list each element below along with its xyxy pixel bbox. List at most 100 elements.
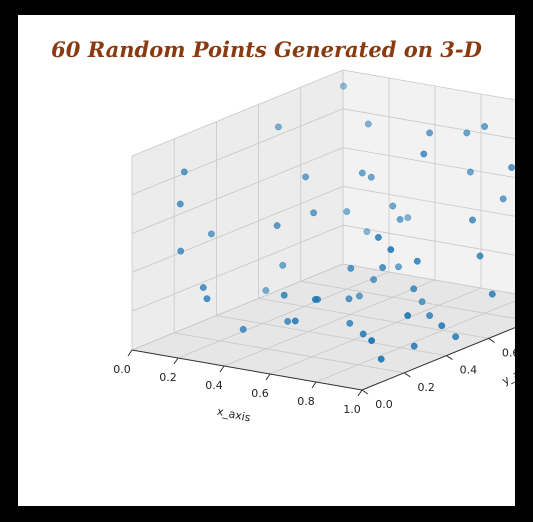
grid-line <box>174 332 405 374</box>
y-tick-label: 0.4 <box>460 364 478 377</box>
data-point <box>420 150 428 158</box>
data-point <box>262 287 270 294</box>
data-point <box>207 230 215 238</box>
data-point <box>199 284 207 291</box>
y-tick-mark <box>403 372 411 378</box>
data-point <box>379 264 387 271</box>
data-point <box>488 290 496 298</box>
data-point <box>469 216 476 224</box>
data-point <box>452 333 460 341</box>
x-tick-label: 1.0 <box>343 403 361 416</box>
y-tick-mark <box>446 355 453 361</box>
data-point <box>463 129 471 137</box>
grid-line <box>131 69 344 157</box>
data-point <box>358 169 366 177</box>
data-point <box>203 295 211 303</box>
grid-line <box>258 298 489 339</box>
grid-line <box>131 224 344 312</box>
data-point <box>404 312 412 320</box>
grid-line <box>216 315 447 356</box>
grid-line <box>342 186 515 217</box>
data-point <box>364 120 372 128</box>
data-point <box>177 247 185 255</box>
data-point <box>418 298 426 306</box>
data-points <box>176 82 515 363</box>
data-point <box>481 123 489 130</box>
y-axis-line <box>361 327 515 391</box>
x-tick-label: 0.8 <box>297 395 315 408</box>
data-point <box>311 296 319 303</box>
grid-line <box>131 147 344 234</box>
x-axis-label: x_axis <box>216 405 252 425</box>
data-point <box>291 317 299 325</box>
x-axis-line <box>131 349 363 391</box>
x-tick-mark <box>357 389 363 397</box>
data-point <box>363 228 371 236</box>
data-point <box>343 208 351 216</box>
y-axis-label: y_axis <box>500 360 515 388</box>
grid-line <box>131 263 344 351</box>
data-point <box>279 261 287 269</box>
data-point <box>310 209 318 217</box>
data-point <box>359 330 367 338</box>
data-point <box>438 322 446 330</box>
x-tick-label: 0.6 <box>251 387 269 400</box>
chart-title: 60 Random Points Generated on 3-D <box>51 37 482 62</box>
data-point <box>410 285 418 293</box>
data-point <box>355 292 363 300</box>
x-tick-label: 0.2 <box>159 371 177 384</box>
data-point <box>345 295 353 303</box>
data-point <box>274 123 282 131</box>
data-point <box>387 246 395 254</box>
data-point <box>280 291 288 299</box>
chart-frame: 60 Random Points Generated on 3-D 0.0 0.2… <box>18 15 515 506</box>
grid-line <box>342 147 515 178</box>
data-point <box>180 168 188 176</box>
pane-xz <box>343 70 515 294</box>
data-point <box>426 129 434 137</box>
scatter-3d-plot: 0.00.20.40.60.81.00.00.20.40.60.81.00.00… <box>113 69 515 425</box>
data-point <box>284 317 292 325</box>
data-point <box>508 164 515 171</box>
pane-yz <box>132 70 343 350</box>
x-tick-mark <box>265 373 271 381</box>
y-tick-mark <box>361 389 369 395</box>
data-point <box>302 173 310 181</box>
axis-lines <box>127 70 515 397</box>
y-tick-label: 0.6 <box>502 346 515 359</box>
x-tick-label: 0.4 <box>205 379 223 392</box>
data-point <box>466 168 474 176</box>
data-point <box>339 82 347 90</box>
data-point <box>239 325 247 333</box>
pane-xy <box>132 264 515 390</box>
grid-line <box>342 224 515 256</box>
data-point <box>389 202 397 210</box>
grid-line <box>269 287 482 375</box>
y-tick-label: 0.0 <box>375 398 393 411</box>
data-point <box>176 200 184 208</box>
data-point <box>404 214 412 222</box>
axis-panes <box>132 70 515 390</box>
data-point <box>395 263 402 271</box>
data-point <box>410 342 418 350</box>
data-point <box>377 355 385 363</box>
data-point <box>413 257 421 265</box>
grid-line <box>131 186 344 273</box>
grid-line <box>342 69 515 101</box>
data-point <box>273 222 281 230</box>
data-point <box>374 233 382 241</box>
x-tick-mark <box>173 357 179 365</box>
y-tick-mark <box>488 337 495 343</box>
data-point <box>347 264 355 272</box>
grid-line <box>223 279 436 367</box>
grid-line <box>342 108 515 140</box>
tick-labels: 0.00.20.40.60.81.00.00.20.40.60.81.00.00… <box>113 346 515 416</box>
y-tick-label: 0.2 <box>417 381 435 394</box>
x-tick-mark <box>311 381 317 389</box>
grid-line <box>300 280 515 319</box>
grid-line <box>131 108 344 196</box>
x-tick-label: 0.0 <box>113 363 131 376</box>
x-tick-mark <box>219 365 225 373</box>
data-point <box>370 276 378 284</box>
grid-line <box>177 271 390 359</box>
